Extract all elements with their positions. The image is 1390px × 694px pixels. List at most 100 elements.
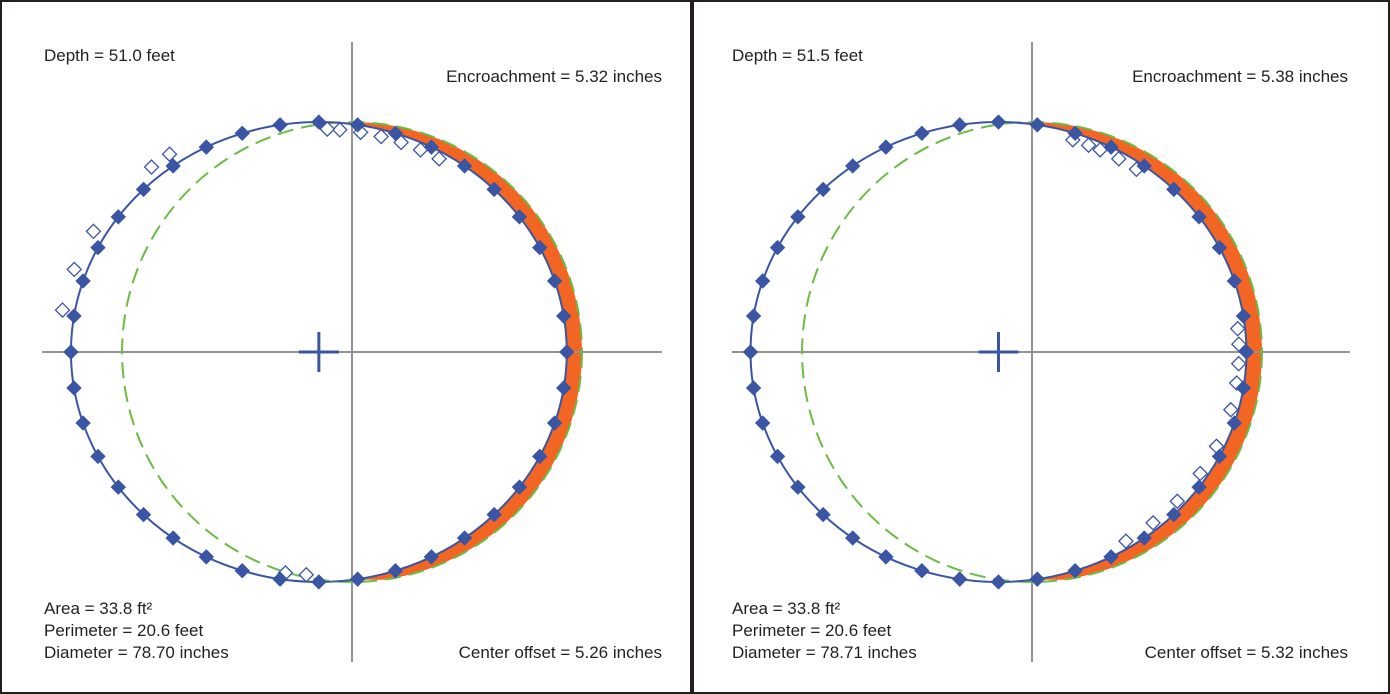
measured-point-filled <box>66 308 82 324</box>
encroachment-label: Encroachment = 5.32 inches <box>446 67 662 86</box>
measured-point-filled <box>165 530 181 546</box>
perimeter-label: Perimeter = 20.6 feet <box>732 621 892 640</box>
measured-point-open <box>1230 355 1247 372</box>
measured-point-filled <box>165 158 181 174</box>
measured-point-filled <box>769 239 786 256</box>
perimeter-label: Perimeter = 20.6 feet <box>44 621 204 640</box>
measured-point-filled <box>234 562 250 579</box>
measured-point-filled <box>1166 181 1182 198</box>
measured-point-filled <box>1211 448 1228 465</box>
cross-section-panel-depth-51-0: Depth = 51.0 feet Encroachment = 5.32 in… <box>0 0 692 694</box>
measured-point-filled <box>511 209 528 225</box>
measured-point-filled <box>532 448 548 465</box>
measured-point-filled <box>90 239 106 256</box>
measured-point-filled <box>790 209 806 225</box>
measured-point-filled <box>990 574 1007 590</box>
measured-point-filled <box>745 380 762 396</box>
measured-point-filled <box>556 308 572 324</box>
measured-point-filled <box>75 273 91 289</box>
measured-point-filled <box>914 125 930 142</box>
measured-point-filled <box>745 308 762 324</box>
area-label: Area = 33.8 ft² <box>732 599 841 618</box>
measured-point-filled <box>1103 549 1119 565</box>
measured-point-filled <box>198 549 215 565</box>
measured-point-filled <box>234 125 250 142</box>
measured-point-filled <box>914 562 930 579</box>
measured-point-filled <box>423 549 440 565</box>
center-offset-label: Center offset = 5.26 inches <box>458 643 662 662</box>
measured-point-filled <box>1191 209 1207 225</box>
measured-point-filled <box>387 125 404 142</box>
measured-point-open <box>1228 375 1245 391</box>
reference-circle <box>801 121 1263 583</box>
measured-point-open <box>298 566 315 583</box>
measured-point-filled <box>311 574 327 590</box>
measured-point-filled <box>387 562 404 579</box>
measured-point-filled <box>742 344 759 360</box>
measured-point-filled <box>951 117 968 133</box>
measured-point-open <box>143 159 160 175</box>
measured-point-open <box>1192 465 1209 482</box>
measured-point-filled <box>1235 308 1252 324</box>
cross-section-plot <box>732 42 1350 662</box>
measured-point-filled <box>1029 571 1045 587</box>
diameter-label: Diameter = 78.70 inches <box>44 643 229 662</box>
measured-point-open <box>1145 514 1162 531</box>
measured-point-filled <box>456 158 473 174</box>
measured-point-filled <box>769 448 786 465</box>
measured-point-open <box>1110 150 1127 167</box>
measured-point-filled <box>845 158 861 174</box>
measured-point-filled <box>559 344 575 360</box>
measured-point-open <box>1169 493 1186 510</box>
measured-point-filled <box>486 506 502 523</box>
measured-point-filled <box>349 117 366 133</box>
measured-point-filled <box>1226 273 1243 289</box>
cross-section-plot <box>42 42 662 662</box>
measured-point-filled <box>90 448 106 465</box>
encroachment-label: Encroachment = 5.38 inches <box>1132 67 1348 86</box>
measured-point-filled <box>511 479 528 495</box>
depth-label: Depth = 51.0 feet <box>44 46 175 65</box>
measured-point-filled <box>272 571 288 587</box>
measured-point-filled <box>1029 117 1045 133</box>
measured-point-filled <box>63 344 79 360</box>
reference-circle <box>121 121 583 583</box>
measured-point-open <box>331 121 348 138</box>
measured-point-open <box>1230 336 1247 353</box>
encroachment-area <box>1007 122 1262 580</box>
measured-point-filled <box>878 139 894 155</box>
measured-point-filled <box>532 239 548 256</box>
measured-point-filled <box>1136 530 1152 546</box>
measured-point-filled <box>815 181 831 198</box>
measured-point-filled <box>951 571 968 587</box>
measured-point-filled <box>546 273 563 289</box>
measured-point-filled <box>556 380 572 396</box>
measured-point-open <box>393 134 410 151</box>
measured-point-filled <box>272 117 288 133</box>
measured-point-filled <box>135 181 152 198</box>
center-offset-label: Center offset = 5.32 inches <box>1144 643 1348 662</box>
measured-point-filled <box>486 181 502 198</box>
measured-point-filled <box>790 479 806 495</box>
measured-point-open <box>85 223 102 240</box>
measured-point-filled <box>1226 415 1243 431</box>
measured-point-filled <box>754 273 771 289</box>
encroachment-area <box>327 122 582 580</box>
measured-point-filled <box>1103 139 1119 155</box>
measured-point-filled <box>1067 125 1083 142</box>
measured-point-filled <box>198 139 215 155</box>
measured-point-filled <box>1136 158 1152 174</box>
cross-section-panel-depth-51-5: Depth = 51.5 feet Encroachment = 5.38 in… <box>692 0 1390 694</box>
measured-point-open <box>1229 320 1246 337</box>
measured-point-filled <box>423 139 440 155</box>
measured-point-filled <box>1067 562 1083 579</box>
measured-point-filled <box>1235 380 1252 396</box>
measured-point-filled <box>66 380 82 396</box>
measured-point-open <box>1080 137 1097 154</box>
measured-point-filled <box>1166 506 1182 523</box>
measured-point-filled <box>311 114 327 130</box>
measured-point-filled <box>815 506 831 523</box>
measured-point-open <box>54 302 71 318</box>
measured-point-filled <box>1238 344 1255 360</box>
measured-point-open <box>161 146 178 163</box>
